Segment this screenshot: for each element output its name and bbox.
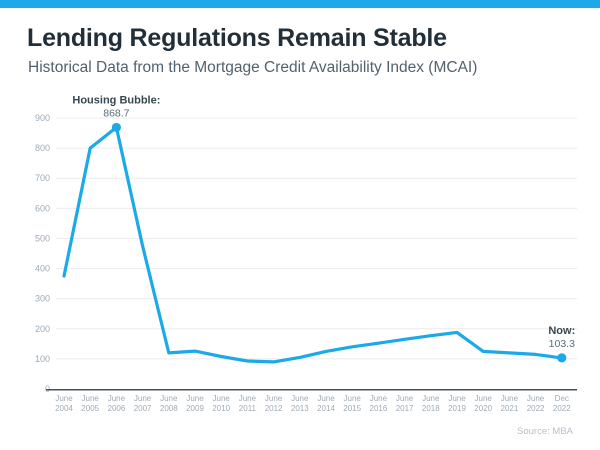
y-tick-label: 100 [35, 354, 50, 364]
x-tick-label: June 2010 [212, 394, 230, 413]
x-tick-label: June 2020 [474, 394, 492, 413]
x-tick-label: June 2021 [501, 394, 519, 413]
now-annotation-value: 103.3 [549, 338, 575, 350]
x-tick-label: June 2007 [134, 394, 152, 413]
housing-bubble-annotation-label: Housing Bubble: [72, 94, 160, 106]
x-tick-label: June 2011 [239, 394, 257, 413]
x-tick-label: June 2018 [422, 394, 440, 413]
x-tick-label: June 2022 [527, 394, 545, 413]
x-tick-label: June 2004 [55, 394, 73, 413]
source-label: Source: MBA [517, 426, 573, 437]
x-tick-label: June 2017 [396, 394, 414, 413]
housing-bubble-annotation-value: 868.7 [103, 107, 129, 119]
x-tick-label: June 2012 [265, 394, 283, 413]
y-tick-label: 200 [35, 324, 50, 334]
page-subtitle: Historical Data from the Mortgage Credit… [28, 59, 478, 76]
x-tick-label: June 2014 [317, 394, 335, 413]
mcai-line [62, 125, 564, 364]
top-accent-bar [0, 0, 600, 8]
y-tick-label: 800 [35, 143, 50, 153]
y-tick-label: 300 [35, 294, 50, 304]
x-tick-label: June 2006 [108, 394, 126, 413]
y-tick-label: 500 [35, 233, 50, 243]
x-tick-label: Dec 2022 [553, 394, 571, 413]
y-tick-label: 700 [35, 173, 50, 183]
y-tick-label: 400 [35, 264, 50, 274]
y-tick-label: 600 [35, 203, 50, 213]
housing-bubble-annotation-marker [111, 122, 121, 133]
x-tick-label: June 2019 [448, 394, 466, 413]
x-tick-label: June 2016 [370, 394, 388, 413]
page-title: Lending Regulations Remain Stable [27, 24, 447, 52]
x-tick-label: June 2015 [343, 394, 361, 413]
y-tick-label: 0 [45, 384, 50, 394]
now-annotation-marker [557, 353, 567, 363]
y-tick-label: 900 [35, 113, 50, 123]
x-tick-label: June 2005 [81, 394, 99, 413]
x-tick-label: June 2009 [186, 394, 204, 413]
x-tick-label: June 2008 [160, 394, 178, 413]
x-tick-label: June 2013 [291, 394, 309, 413]
now-annotation-label: Now: [548, 325, 575, 337]
